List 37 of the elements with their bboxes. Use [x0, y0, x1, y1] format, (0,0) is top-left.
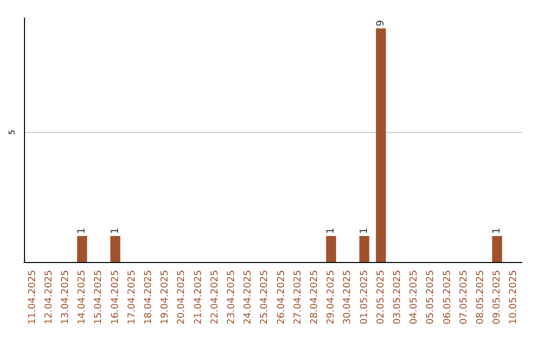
x-tick-label: 06.05.2025	[442, 270, 453, 324]
data-label: 1	[110, 228, 121, 234]
x-tick-label: 03.05.2025	[392, 270, 403, 324]
data-label: 1	[326, 228, 337, 234]
x-tick-label: 11.04.2025	[26, 270, 38, 324]
data-label: 1	[76, 228, 88, 234]
x-tick-label: 16.04.2025	[110, 270, 121, 324]
x-tick-label: 24.04.2025	[242, 270, 254, 324]
x-tick-label: 29.04.2025	[326, 270, 337, 324]
data-label: 1	[492, 228, 503, 234]
y-tick-label: 5	[8, 130, 16, 135]
x-tick-label: 09.05.2025	[492, 270, 503, 324]
x-tick-label: 27.04.2025	[292, 270, 304, 324]
x-tick-label: 08.05.2025	[475, 270, 486, 324]
x-tick-label: 05.05.2025	[425, 270, 436, 324]
x-tick-label: 13.04.2025	[60, 270, 71, 324]
x-tick-label: 22.04.2025	[209, 270, 220, 324]
data-label: 9	[375, 20, 386, 26]
x-tick-label: 20.04.2025	[176, 270, 188, 324]
x-tick-label: 01.05.2025	[358, 270, 370, 324]
x-tick-label: 28.04.2025	[309, 270, 320, 324]
x-tick-label: 02.05.2025	[375, 270, 386, 324]
x-tick-label: 18.04.2025	[143, 270, 154, 324]
data-label: 1	[358, 228, 370, 234]
x-tick-label: 25.04.2025	[259, 270, 270, 324]
x-tick-label: 07.05.2025	[458, 270, 470, 324]
x-tick-label: 23.04.2025	[226, 270, 237, 324]
x-tick-label: 04.05.2025	[408, 270, 420, 324]
x-tick-label: 17.04.2025	[126, 270, 138, 324]
x-tick-label: 19.04.2025	[160, 270, 171, 324]
x-tick-label: 10.05.2025	[508, 270, 520, 324]
x-tick-label: 15.04.2025	[93, 270, 104, 324]
x-tick-label: 14.04.2025	[76, 270, 88, 324]
x-tick-label: 30.04.2025	[342, 270, 354, 324]
x-tick-label: 21.04.2025	[192, 270, 204, 324]
x-tick-label: 12.04.2025	[43, 270, 54, 324]
x-tick-label: 26.04.2025	[276, 270, 287, 324]
